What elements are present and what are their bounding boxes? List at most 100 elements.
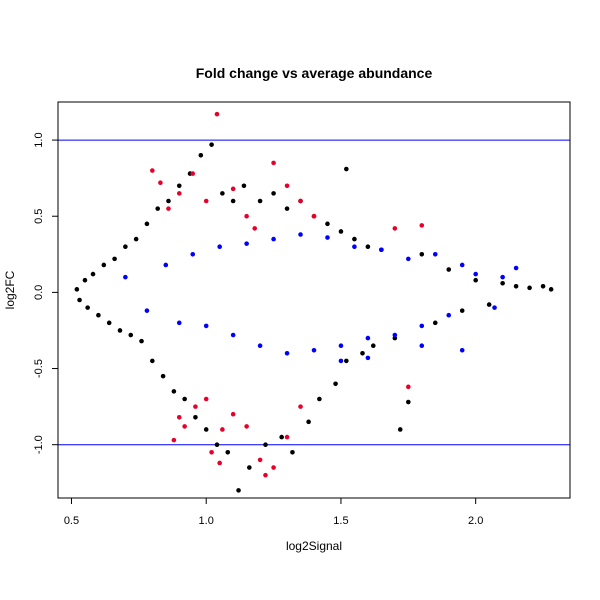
data-point bbox=[155, 206, 161, 211]
data-point bbox=[419, 252, 425, 257]
data-point bbox=[473, 277, 478, 283]
data-point bbox=[333, 381, 338, 387]
data-point bbox=[513, 283, 519, 289]
data-point bbox=[144, 308, 150, 313]
data-point bbox=[158, 180, 163, 186]
y-tick-label: -0.5 bbox=[33, 359, 45, 378]
data-point bbox=[203, 396, 209, 402]
data-point bbox=[128, 332, 134, 338]
data-point bbox=[203, 198, 209, 204]
data-point bbox=[252, 226, 258, 231]
data-point bbox=[176, 191, 182, 196]
data-point bbox=[459, 308, 465, 313]
data-point bbox=[365, 335, 371, 341]
data-point bbox=[344, 358, 349, 364]
data-point bbox=[360, 351, 365, 356]
data-point bbox=[379, 247, 384, 253]
data-point bbox=[193, 414, 198, 420]
data-point bbox=[338, 229, 344, 234]
data-point bbox=[203, 323, 209, 329]
y-tick-label: -1.0 bbox=[33, 435, 45, 454]
data-point bbox=[271, 160, 276, 166]
data-point bbox=[230, 332, 236, 338]
data-point bbox=[225, 450, 231, 455]
data-point bbox=[82, 277, 88, 283]
data-point bbox=[397, 427, 403, 432]
data-point bbox=[370, 343, 376, 348]
data-point bbox=[284, 351, 290, 356]
data-point bbox=[123, 244, 128, 249]
data-point bbox=[419, 323, 425, 329]
data-point bbox=[244, 241, 249, 246]
data-point bbox=[263, 442, 268, 447]
data-point bbox=[271, 465, 276, 470]
data-point bbox=[325, 221, 330, 227]
data-point bbox=[419, 343, 425, 348]
data-point bbox=[540, 283, 546, 289]
data-point bbox=[123, 274, 128, 280]
data-point bbox=[338, 343, 344, 348]
data-point bbox=[446, 312, 452, 318]
data-point bbox=[96, 312, 101, 318]
data-point bbox=[325, 235, 330, 240]
data-point bbox=[446, 267, 452, 272]
x-tick-label: 1.5 bbox=[333, 515, 348, 527]
data-point bbox=[176, 414, 182, 420]
data-point bbox=[163, 262, 169, 268]
data-point bbox=[338, 358, 344, 364]
data-point bbox=[419, 223, 425, 228]
data-point bbox=[176, 320, 182, 326]
data-point bbox=[117, 328, 123, 333]
data-point bbox=[230, 411, 236, 417]
data-point bbox=[290, 450, 295, 455]
data-point bbox=[150, 358, 155, 364]
data-point bbox=[85, 305, 90, 310]
data-point bbox=[198, 153, 204, 158]
data-point bbox=[182, 424, 187, 429]
data-point bbox=[247, 465, 252, 470]
y-tick-label: 0.5 bbox=[33, 209, 45, 224]
data-point bbox=[166, 198, 171, 204]
data-point bbox=[500, 280, 505, 286]
data-point bbox=[311, 213, 317, 219]
x-tick-label: 2.0 bbox=[468, 515, 483, 527]
y-axis: -1.0 -0.5 0.0 0.5 1.0 bbox=[33, 132, 59, 454]
data-point bbox=[432, 252, 438, 257]
data-point bbox=[160, 373, 166, 379]
data-point bbox=[133, 236, 139, 242]
data-point bbox=[171, 389, 177, 394]
data-point bbox=[271, 191, 276, 196]
data-point bbox=[298, 232, 303, 237]
data-point bbox=[101, 262, 107, 268]
data-point bbox=[171, 437, 177, 443]
data-point bbox=[220, 191, 225, 196]
data-point bbox=[392, 226, 398, 231]
data-point bbox=[352, 236, 357, 242]
data-point bbox=[392, 332, 398, 338]
data-point bbox=[548, 287, 554, 292]
data-point bbox=[527, 285, 532, 291]
y-axis-label: log2FC bbox=[3, 270, 17, 309]
data-points bbox=[74, 111, 554, 493]
data-point bbox=[106, 320, 112, 326]
data-point bbox=[284, 434, 290, 440]
data-point bbox=[150, 168, 155, 173]
data-point bbox=[257, 457, 263, 463]
data-point bbox=[459, 347, 465, 353]
data-point bbox=[217, 244, 222, 249]
data-point bbox=[432, 320, 438, 326]
data-point bbox=[244, 213, 249, 219]
data-point bbox=[298, 198, 303, 204]
data-point bbox=[344, 166, 349, 172]
data-point bbox=[365, 355, 371, 361]
data-point bbox=[74, 287, 80, 292]
data-point bbox=[263, 472, 268, 478]
data-point bbox=[90, 271, 96, 277]
data-point bbox=[284, 206, 290, 211]
data-point bbox=[317, 396, 322, 402]
data-point bbox=[230, 198, 236, 204]
data-point bbox=[352, 244, 357, 249]
data-point bbox=[77, 297, 82, 303]
data-point bbox=[209, 142, 214, 147]
